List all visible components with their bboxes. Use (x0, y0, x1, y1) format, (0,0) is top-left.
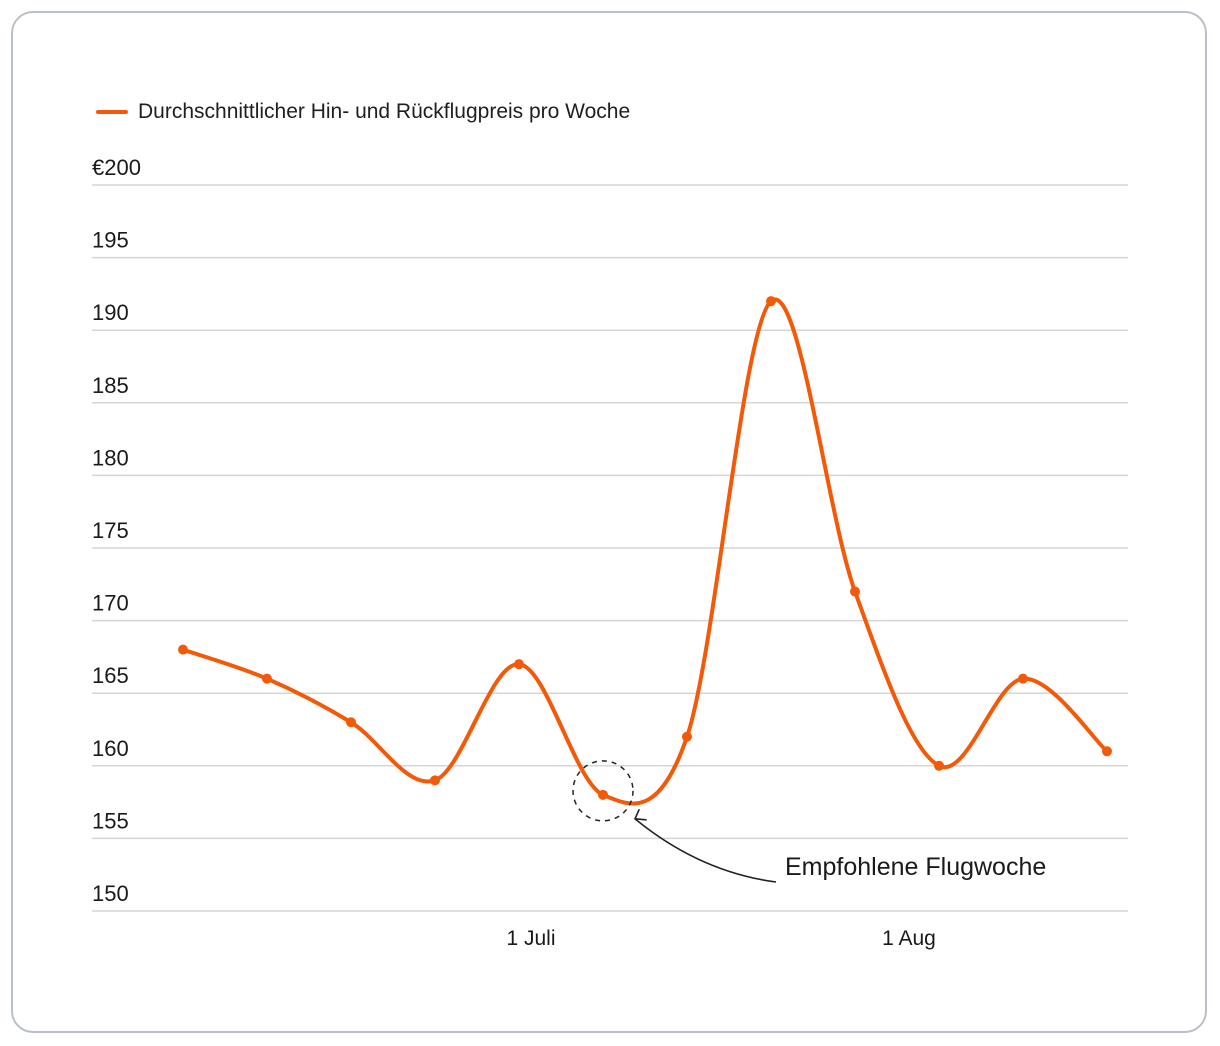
y-tick-label: €200 (92, 155, 141, 180)
data-point (178, 644, 188, 655)
y-tick-label: 150 (92, 881, 129, 906)
legend-swatch (96, 110, 128, 114)
y-tick-label: 160 (92, 736, 129, 761)
data-point (514, 659, 524, 670)
y-tick-label: 180 (92, 445, 129, 470)
data-point (1102, 746, 1112, 757)
data-point (850, 586, 860, 597)
data-point (430, 775, 440, 786)
x-tick-label: 1 Aug (882, 927, 936, 950)
series-line (181, 297, 1109, 806)
data-point (262, 673, 272, 684)
y-tick-label: 185 (92, 373, 129, 398)
data-point (1018, 673, 1028, 684)
data-point (598, 789, 608, 800)
data-point (934, 760, 944, 771)
legend-label: Durchschnittlicher Hin- und Rückflugprei… (138, 100, 631, 123)
y-tick-label: 155 (92, 808, 129, 833)
y-tick-label: 190 (92, 300, 129, 325)
annotation-arrow (634, 818, 777, 883)
annotation-arrowhead (634, 809, 647, 821)
annotation-circle (572, 760, 634, 822)
x-tick-label: 1 Juli (506, 927, 555, 950)
y-tick-label: 175 (92, 518, 129, 543)
y-tick-label: 170 (92, 591, 129, 616)
legend: Durchschnittlicher Hin- und Rückflugprei… (96, 98, 630, 126)
data-point (682, 731, 692, 742)
chart-card (11, 11, 1207, 1033)
annotation-label: Empfohlene Flugwoche (785, 853, 1046, 881)
y-tick-label: 195 (92, 228, 129, 253)
y-tick-label: 165 (92, 663, 129, 688)
data-point (766, 296, 776, 307)
data-point (346, 717, 356, 728)
